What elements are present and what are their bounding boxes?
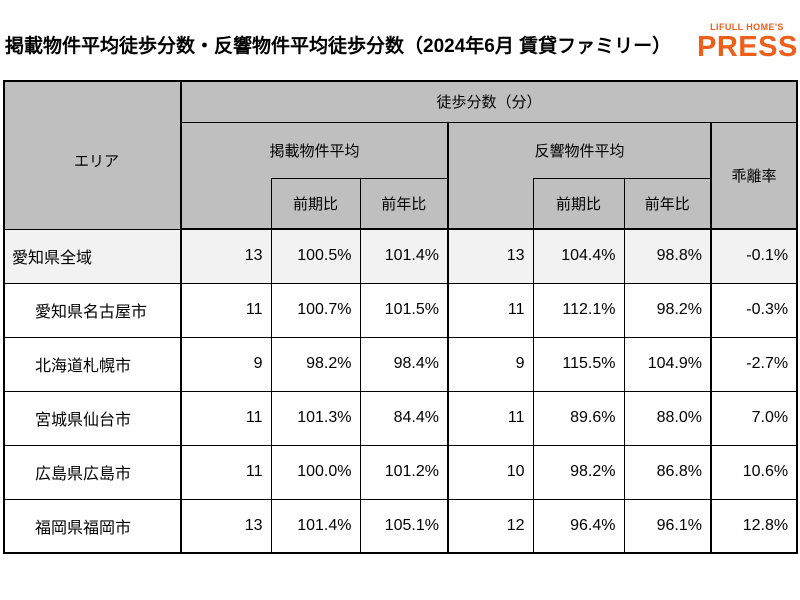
table-row-hiroshima: 広島県広島市 11 100.0% 101.2% 10 98.2% 86.8% 1… xyxy=(3,444,798,500)
table-row-nagoya: 愛知県名古屋市 11 100.7% 101.5% 11 112.1% 98.2%… xyxy=(3,282,798,338)
header-spacer-response xyxy=(447,178,534,230)
cell-response-avg: 11 xyxy=(447,282,534,338)
cell-listed-mom: 98.2% xyxy=(270,336,361,392)
cell-listed-avg: 11 xyxy=(180,444,272,500)
column-header-response-average: 反響物件平均 xyxy=(447,121,712,178)
cell-listed-yoy: 101.4% xyxy=(359,228,449,284)
cell-deviation: 12.8% xyxy=(710,498,798,554)
cell-response-mom: 115.5% xyxy=(532,336,625,392)
cell-response-yoy: 96.1% xyxy=(623,498,712,554)
cell-deviation: -2.7% xyxy=(710,336,798,392)
cell-response-mom: 89.6% xyxy=(532,390,625,446)
logo-press-text: PRESS xyxy=(697,31,798,63)
cell-listed-yoy: 84.4% xyxy=(359,390,449,446)
cell-response-avg: 10 xyxy=(447,444,534,500)
walk-minutes-table: エリア 徒歩分数（分） 掲載物件平均 反響物件平均 乖離率 前期比 前年比 前期… xyxy=(3,80,799,554)
cell-area: 福岡県福岡市 xyxy=(3,498,182,554)
cell-listed-mom: 100.5% xyxy=(270,228,361,284)
cell-response-yoy: 104.9% xyxy=(623,336,712,392)
cell-response-avg: 12 xyxy=(447,498,534,554)
cell-response-mom: 96.4% xyxy=(532,498,625,554)
cell-response-avg: 13 xyxy=(447,228,534,284)
cell-area: 北海道札幌市 xyxy=(3,336,182,392)
cell-response-avg: 11 xyxy=(447,390,534,446)
table-row-fukuoka: 福岡県福岡市 13 101.4% 105.1% 12 96.4% 96.1% 1… xyxy=(3,498,798,554)
table-row-sendai: 宮城県仙台市 11 101.3% 84.4% 11 89.6% 88.0% 7.… xyxy=(3,390,798,446)
cell-listed-yoy: 101.5% xyxy=(359,282,449,338)
cell-listed-mom: 101.3% xyxy=(270,390,361,446)
cell-response-yoy: 98.2% xyxy=(623,282,712,338)
cell-response-yoy: 86.8% xyxy=(623,444,712,500)
cell-deviation: 7.0% xyxy=(710,390,798,446)
cell-deviation: -0.1% xyxy=(710,228,798,284)
cell-listed-avg: 13 xyxy=(180,498,272,554)
cell-area: 宮城県仙台市 xyxy=(3,390,182,446)
header-row-ratios: 前期比 前年比 前期比 前年比 xyxy=(4,177,797,230)
page-title: 掲載物件平均徒歩分数・反響物件平均徒歩分数（2024年6月 賃貸ファミリー） xyxy=(5,36,672,57)
cell-deviation: 10.6% xyxy=(710,444,798,500)
column-header-walk-minutes: 徒歩分数（分） xyxy=(180,80,798,123)
cell-listed-avg: 11 xyxy=(180,390,272,446)
cell-area: 広島県広島市 xyxy=(3,444,182,500)
cell-response-yoy: 88.0% xyxy=(623,390,712,446)
column-header-listed-prev-period: 前期比 xyxy=(270,177,361,230)
cell-listed-mom: 100.7% xyxy=(270,282,361,338)
header-row-group: エリア 徒歩分数（分） xyxy=(3,80,798,230)
column-header-response-prev-period: 前期比 xyxy=(532,177,625,230)
cell-listed-avg: 13 xyxy=(180,228,272,284)
cell-response-mom: 104.4% xyxy=(532,228,625,284)
logo-lifull-homes-text: LIFULL HOME'S xyxy=(710,22,784,32)
column-header-area: エリア xyxy=(3,80,182,230)
cell-listed-yoy: 101.2% xyxy=(359,444,449,500)
header-row-subgroups: 掲載物件平均 反響物件平均 乖離率 xyxy=(4,121,798,230)
cell-response-avg: 9 xyxy=(447,336,534,392)
column-header-listed-prev-year: 前年比 xyxy=(359,177,449,230)
column-header-listed-average: 掲載物件平均 xyxy=(180,121,449,178)
lifull-homes-press-logo: LIFULL HOME'S PRESS xyxy=(697,23,797,62)
cell-response-mom: 112.1% xyxy=(532,282,625,338)
cell-area: 愛知県名古屋市 xyxy=(3,282,182,338)
column-header-deviation-rate: 乖離率 xyxy=(710,121,798,230)
column-header-response-prev-year: 前年比 xyxy=(623,177,712,230)
cell-listed-mom: 101.4% xyxy=(270,498,361,554)
cell-response-mom: 98.2% xyxy=(532,444,625,500)
cell-listed-avg: 11 xyxy=(180,282,272,338)
cell-listed-yoy: 98.4% xyxy=(359,336,449,392)
cell-response-yoy: 98.8% xyxy=(623,228,712,284)
cell-deviation: -0.3% xyxy=(710,282,798,338)
cell-area: 愛知県全域 xyxy=(3,228,182,284)
cell-listed-mom: 100.0% xyxy=(270,444,361,500)
table-row-aichi-zeniki: 愛知県全域 13 100.5% 101.4% 13 104.4% 98.8% -… xyxy=(3,228,798,284)
cell-listed-yoy: 105.1% xyxy=(359,498,449,554)
table-row-sapporo: 北海道札幌市 9 98.2% 98.4% 9 115.5% 104.9% -2.… xyxy=(3,336,798,392)
cell-listed-avg: 9 xyxy=(180,336,272,392)
header-spacer-listed xyxy=(180,178,272,230)
